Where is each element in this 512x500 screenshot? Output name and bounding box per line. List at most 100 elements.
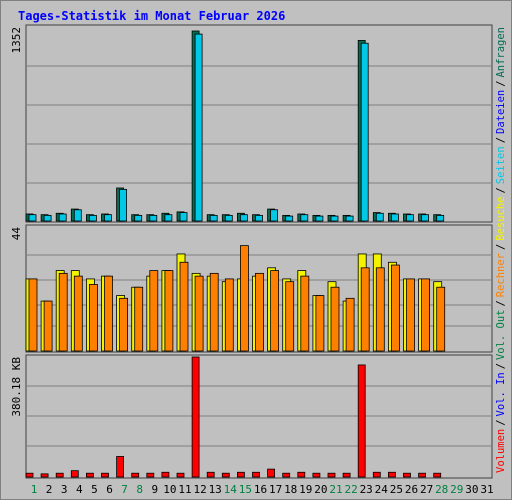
seiten-bar-day-16 (255, 214, 263, 222)
day-label-24: 24 (375, 483, 389, 496)
rechner-bar-day-25 (390, 264, 400, 352)
volumen-bar-day-17 (267, 468, 276, 478)
seiten-bar-day-12 (194, 33, 203, 222)
volumen-bar-day-25 (387, 471, 396, 478)
rechner-bar-day-18 (285, 281, 295, 352)
rechner-bar-day-27 (421, 278, 431, 352)
legend-vol-in: Vol. In (494, 372, 507, 416)
volumen-bar-day-18 (282, 472, 291, 478)
rechner-bar-day-11 (179, 261, 189, 352)
legend-besuche: Besuche (494, 197, 507, 241)
seiten-bar-day-9 (149, 214, 158, 222)
volumen-bar-day-22 (342, 472, 351, 478)
rechner-bar-day-2 (43, 300, 53, 352)
seiten-bar-day-1 (28, 214, 37, 222)
seiten-bar-day-6 (104, 214, 112, 222)
rechner-bar-day-7 (119, 297, 128, 352)
seiten-bar-day-20 (315, 215, 324, 222)
day-label-27: 27 (420, 483, 433, 496)
day-label-5: 5 (91, 483, 98, 496)
seiten-bar-day-8 (134, 214, 143, 222)
volumen-bar-day-16 (252, 471, 260, 478)
volumen-bar-day-10 (161, 471, 170, 478)
rechner-bar-day-1 (28, 278, 38, 352)
day-label-12: 12 (193, 483, 206, 496)
day-label-29: 29 (450, 483, 463, 496)
legend-anfragen: Anfragen (494, 27, 507, 78)
volumen-bar-day-24 (372, 471, 381, 478)
rechner-bar-day-24 (375, 267, 385, 352)
day-label-30: 30 (465, 483, 478, 496)
day-label-14: 14 (224, 483, 238, 496)
seiten-bar-day-11 (179, 212, 188, 222)
day-label-11: 11 (178, 483, 191, 496)
volumen-bar-day-9 (146, 472, 155, 478)
rechner-bar-day-19 (300, 275, 310, 352)
day-label-3: 3 (61, 483, 68, 496)
rechner-bar-day-5 (89, 284, 98, 352)
day-label-23: 23 (360, 483, 373, 496)
day-label-22: 22 (344, 483, 357, 496)
volumen-bar-day-7 (116, 456, 124, 478)
legend-separator: / (494, 244, 507, 250)
volumen-bar-day-8 (131, 472, 140, 478)
volumen-bar-day-6 (101, 472, 109, 478)
ymax-label-visits: 44 (10, 227, 23, 241)
volumen-bar-day-2 (40, 473, 49, 478)
day-label-19: 19 (299, 483, 312, 496)
seiten-bar-day-27 (421, 214, 430, 222)
day-label-2: 2 (46, 483, 53, 496)
rechner-bar-day-9 (149, 270, 159, 352)
day-label-10: 10 (163, 483, 176, 496)
seiten-bar-day-21 (330, 215, 339, 222)
seiten-bar-day-24 (375, 212, 384, 222)
seiten-bar-day-4 (73, 209, 82, 222)
rechner-bar-day-21 (330, 286, 340, 352)
ymax-label-hits: 1352 (10, 27, 23, 54)
rechner-bar-day-28 (436, 286, 446, 352)
day-label-4: 4 (76, 483, 83, 496)
legend-volumen: Volumen (494, 429, 507, 473)
legend-rechner: Rechner (494, 253, 507, 298)
legend-separator: / (494, 137, 507, 143)
rechner-bar-day-17 (270, 270, 280, 352)
seiten-bar-day-14 (224, 214, 233, 222)
day-label-15: 15 (239, 483, 252, 496)
ymax-label-volume: 380.18 KB (10, 357, 23, 417)
volumen-bar-day-11 (176, 472, 185, 478)
legend-seiten: Seiten (494, 146, 507, 184)
day-label-21: 21 (329, 483, 342, 496)
rechner-bar-day-16 (255, 272, 264, 352)
rechner-bar-day-26 (406, 278, 415, 352)
plot-panel-1 (25, 24, 493, 223)
legend-separator: / (494, 300, 507, 306)
volumen-bar-day-27 (418, 472, 427, 478)
seiten-bar-day-7 (119, 188, 127, 222)
rechner-bar-day-15 (239, 245, 249, 352)
legend-vol-out: Vol. Out (494, 310, 507, 361)
legend-separator: / (494, 363, 507, 369)
volumen-bar-day-1 (25, 472, 34, 478)
volumen-bar-day-19 (297, 471, 306, 478)
seiten-bar-day-22 (345, 215, 354, 222)
day-label-7: 7 (121, 483, 128, 496)
seiten-bar-day-17 (270, 209, 279, 222)
seiten-bar-day-23 (360, 42, 369, 222)
day-label-18: 18 (284, 483, 297, 496)
legend-separator: / (494, 187, 507, 193)
volumen-bar-day-26 (403, 472, 411, 478)
day-label-9: 9 (151, 483, 158, 496)
rechner-bar-day-13 (209, 272, 219, 352)
rechner-bar-day-14 (224, 278, 234, 352)
rechner-bar-day-20 (315, 295, 325, 352)
volumen-bar-day-13 (206, 471, 215, 478)
volumen-bar-day-5 (86, 472, 94, 478)
rechner-bar-day-23 (360, 267, 370, 352)
legend-separator: / (494, 420, 507, 426)
day-label-26: 26 (405, 483, 418, 496)
day-label-25: 25 (390, 483, 403, 496)
volumen-bar-day-28 (433, 472, 442, 478)
volumen-bar-day-12 (191, 356, 200, 478)
